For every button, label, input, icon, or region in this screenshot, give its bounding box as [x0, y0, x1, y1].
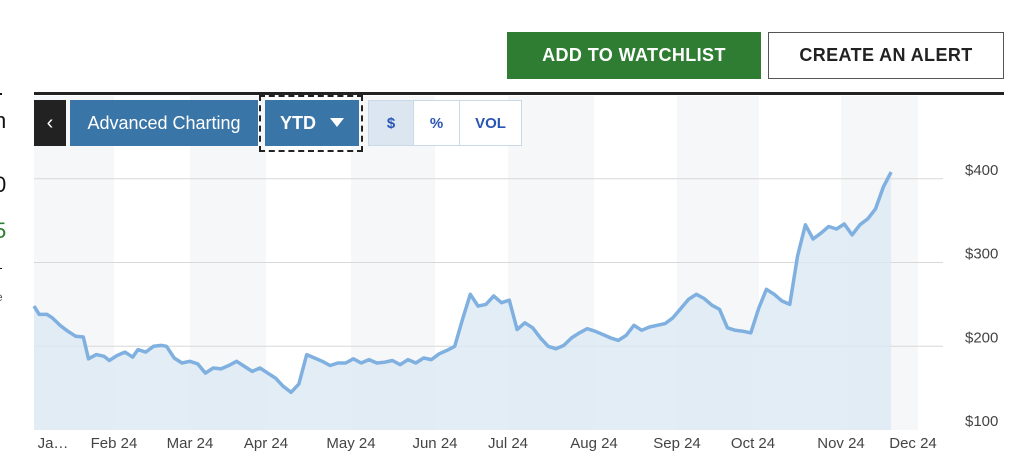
- x-tick-label: May 24: [326, 435, 375, 452]
- x-tick-label: Jun 24: [412, 435, 457, 452]
- chevron-left-icon: ‹: [46, 111, 54, 134]
- percent-toggle[interactable]: %: [413, 100, 460, 146]
- x-tick-label: Dec 24: [889, 435, 937, 452]
- volume-toggle[interactable]: VOL: [459, 100, 522, 146]
- advanced-charting-label: Advanced Charting: [87, 112, 241, 133]
- period-focus-ring: [259, 95, 363, 152]
- edge-dash: [0, 93, 2, 95]
- edge-fragment-a: n: [0, 108, 7, 133]
- caret-down-icon: [330, 118, 344, 127]
- collapse-toolbar-button[interactable]: ‹: [34, 100, 66, 146]
- y-tick-label: $400: [965, 162, 998, 179]
- create-alert-button[interactable]: CREATE AN ALERT: [768, 32, 1004, 79]
- advanced-charting-button[interactable]: Advanced Charting: [70, 100, 258, 146]
- x-tick-label: Jul 24: [488, 435, 528, 452]
- y-tick-label: $100: [965, 413, 998, 430]
- x-tick-label: Nov 24: [817, 435, 865, 452]
- x-tick-label: Feb 24: [91, 435, 138, 452]
- y-tick-label: $300: [965, 246, 998, 263]
- edge-fragment-b: 0: [0, 172, 7, 197]
- x-tick-label: Aug 24: [570, 435, 618, 452]
- chart-top-rule: [34, 92, 1004, 95]
- price-line: [32, 171, 893, 395]
- edge-fragment-d: e: [0, 290, 3, 304]
- edge-fragment-c: 5: [0, 218, 7, 243]
- x-tick-label: Mar 24: [167, 435, 214, 452]
- dollar-toggle[interactable]: $: [368, 100, 414, 146]
- price-area-fill: [34, 172, 892, 430]
- period-label: YTD: [280, 112, 316, 133]
- x-tick-label: Sep 24: [653, 435, 701, 452]
- period-select[interactable]: YTD: [265, 100, 359, 146]
- y-tick-label: $200: [965, 329, 998, 346]
- edge-dash: [0, 268, 2, 269]
- x-tick-label: Ja…: [38, 435, 69, 452]
- x-tick-label: Apr 24: [244, 435, 288, 452]
- add-to-watchlist-button[interactable]: ADD TO WATCHLIST: [507, 32, 761, 79]
- x-tick-label: Oct 24: [731, 435, 775, 452]
